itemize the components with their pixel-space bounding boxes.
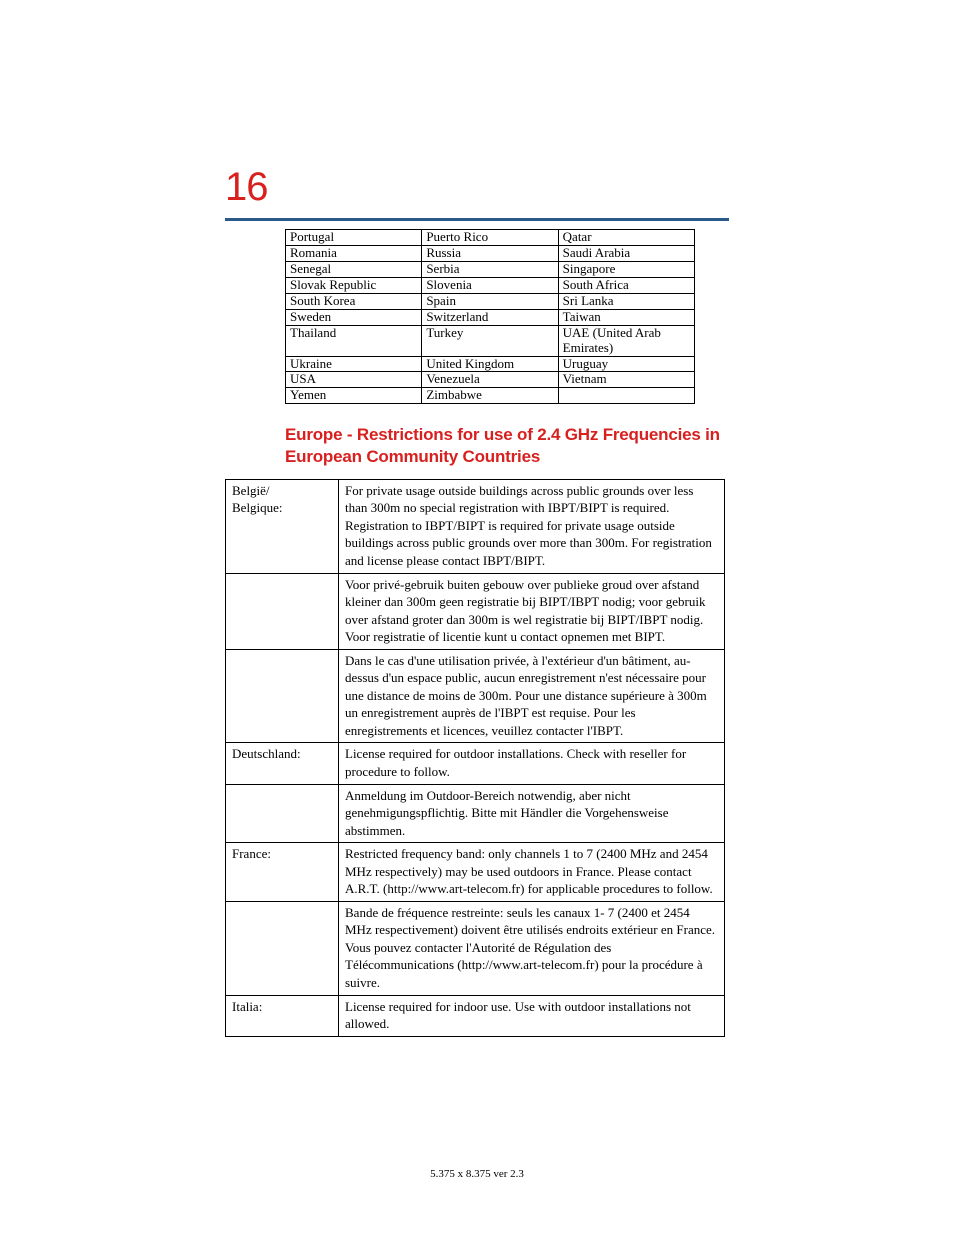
country-label: Italia:	[226, 995, 339, 1036]
table-row: YemenZimbabwe	[286, 388, 695, 404]
countries-table: PortugalPuerto RicoQatarRomaniaRussiaSau…	[285, 229, 695, 404]
country-cell: Russia	[422, 245, 558, 261]
country-cell: Thailand	[286, 325, 422, 356]
country-label: Deutschland:	[226, 743, 339, 784]
section-heading: Europe - Restrictions for use of 2.4 GHz…	[285, 424, 729, 467]
restriction-text: For private usage outside buildings acro…	[339, 479, 725, 573]
country-cell: USA	[286, 372, 422, 388]
page-container: 16 PortugalPuerto RicoQatarRomaniaRussia…	[0, 0, 954, 1235]
country-cell: Uruguay	[558, 356, 694, 372]
restriction-text: Anmeldung im Outdoor-Bereich notwendig, …	[339, 784, 725, 843]
country-cell: Switzerland	[422, 309, 558, 325]
country-cell: South Africa	[558, 277, 694, 293]
country-cell: Saudi Arabia	[558, 245, 694, 261]
table-row: Bande de fréquence restreinte: seuls les…	[226, 901, 725, 995]
table-row: Deutschland:License required for outdoor…	[226, 743, 725, 784]
country-label	[226, 573, 339, 649]
table-row: France:Restricted frequency band: only c…	[226, 843, 725, 902]
country-cell: Spain	[422, 293, 558, 309]
table-row: Voor privé-gebruik buiten gebouw over pu…	[226, 573, 725, 649]
country-label: België/ Belgique:	[226, 479, 339, 573]
country-cell: Venezuela	[422, 372, 558, 388]
country-cell: South Korea	[286, 293, 422, 309]
table-row: Dans le cas d'une utilisation privée, à …	[226, 649, 725, 743]
table-row: South KoreaSpainSri Lanka	[286, 293, 695, 309]
country-cell: Sri Lanka	[558, 293, 694, 309]
restriction-text: Restricted frequency band: only channels…	[339, 843, 725, 902]
country-cell: Portugal	[286, 230, 422, 246]
restrictions-table: België/ Belgique:For private usage outsi…	[225, 479, 725, 1037]
country-cell: Turkey	[422, 325, 558, 356]
country-label: France:	[226, 843, 339, 902]
country-label	[226, 649, 339, 743]
country-cell: Ukraine	[286, 356, 422, 372]
country-cell: Serbia	[422, 261, 558, 277]
restriction-text: Bande de fréquence restreinte: seuls les…	[339, 901, 725, 995]
table-row: USAVenezuelaVietnam	[286, 372, 695, 388]
table-row: Italia:License required for indoor use. …	[226, 995, 725, 1036]
table-row: RomaniaRussiaSaudi Arabia	[286, 245, 695, 261]
country-cell: Slovak Republic	[286, 277, 422, 293]
table-row: ThailandTurkeyUAE (United Arab Emirates)	[286, 325, 695, 356]
country-cell: Romania	[286, 245, 422, 261]
country-cell: Sweden	[286, 309, 422, 325]
table-row: SenegalSerbiaSingapore	[286, 261, 695, 277]
country-cell: Taiwan	[558, 309, 694, 325]
table-row: PortugalPuerto RicoQatar	[286, 230, 695, 246]
country-cell: Yemen	[286, 388, 422, 404]
country-label	[226, 901, 339, 995]
country-cell: Zimbabwe	[422, 388, 558, 404]
country-cell: Qatar	[558, 230, 694, 246]
table-row: SwedenSwitzerlandTaiwan	[286, 309, 695, 325]
country-cell: Senegal	[286, 261, 422, 277]
table-row: Anmeldung im Outdoor-Bereich notwendig, …	[226, 784, 725, 843]
country-cell: Slovenia	[422, 277, 558, 293]
table-row: UkraineUnited KingdomUruguay	[286, 356, 695, 372]
country-cell: UAE (United Arab Emirates)	[558, 325, 694, 356]
restriction-text: Dans le cas d'une utilisation privée, à …	[339, 649, 725, 743]
table-row: België/ Belgique:For private usage outsi…	[226, 479, 725, 573]
restriction-text: Voor privé-gebruik buiten gebouw over pu…	[339, 573, 725, 649]
country-cell: Singapore	[558, 261, 694, 277]
restriction-text: License required for indoor use. Use wit…	[339, 995, 725, 1036]
page-number: 16	[225, 165, 729, 210]
country-cell: Vietnam	[558, 372, 694, 388]
footer-text: 5.375 x 8.375 ver 2.3	[0, 1168, 954, 1180]
country-label	[226, 784, 339, 843]
restriction-text: License required for outdoor installatio…	[339, 743, 725, 784]
header-rule	[225, 218, 729, 221]
country-cell	[558, 388, 694, 404]
table-row: Slovak RepublicSloveniaSouth Africa	[286, 277, 695, 293]
country-cell: United Kingdom	[422, 356, 558, 372]
country-cell: Puerto Rico	[422, 230, 558, 246]
